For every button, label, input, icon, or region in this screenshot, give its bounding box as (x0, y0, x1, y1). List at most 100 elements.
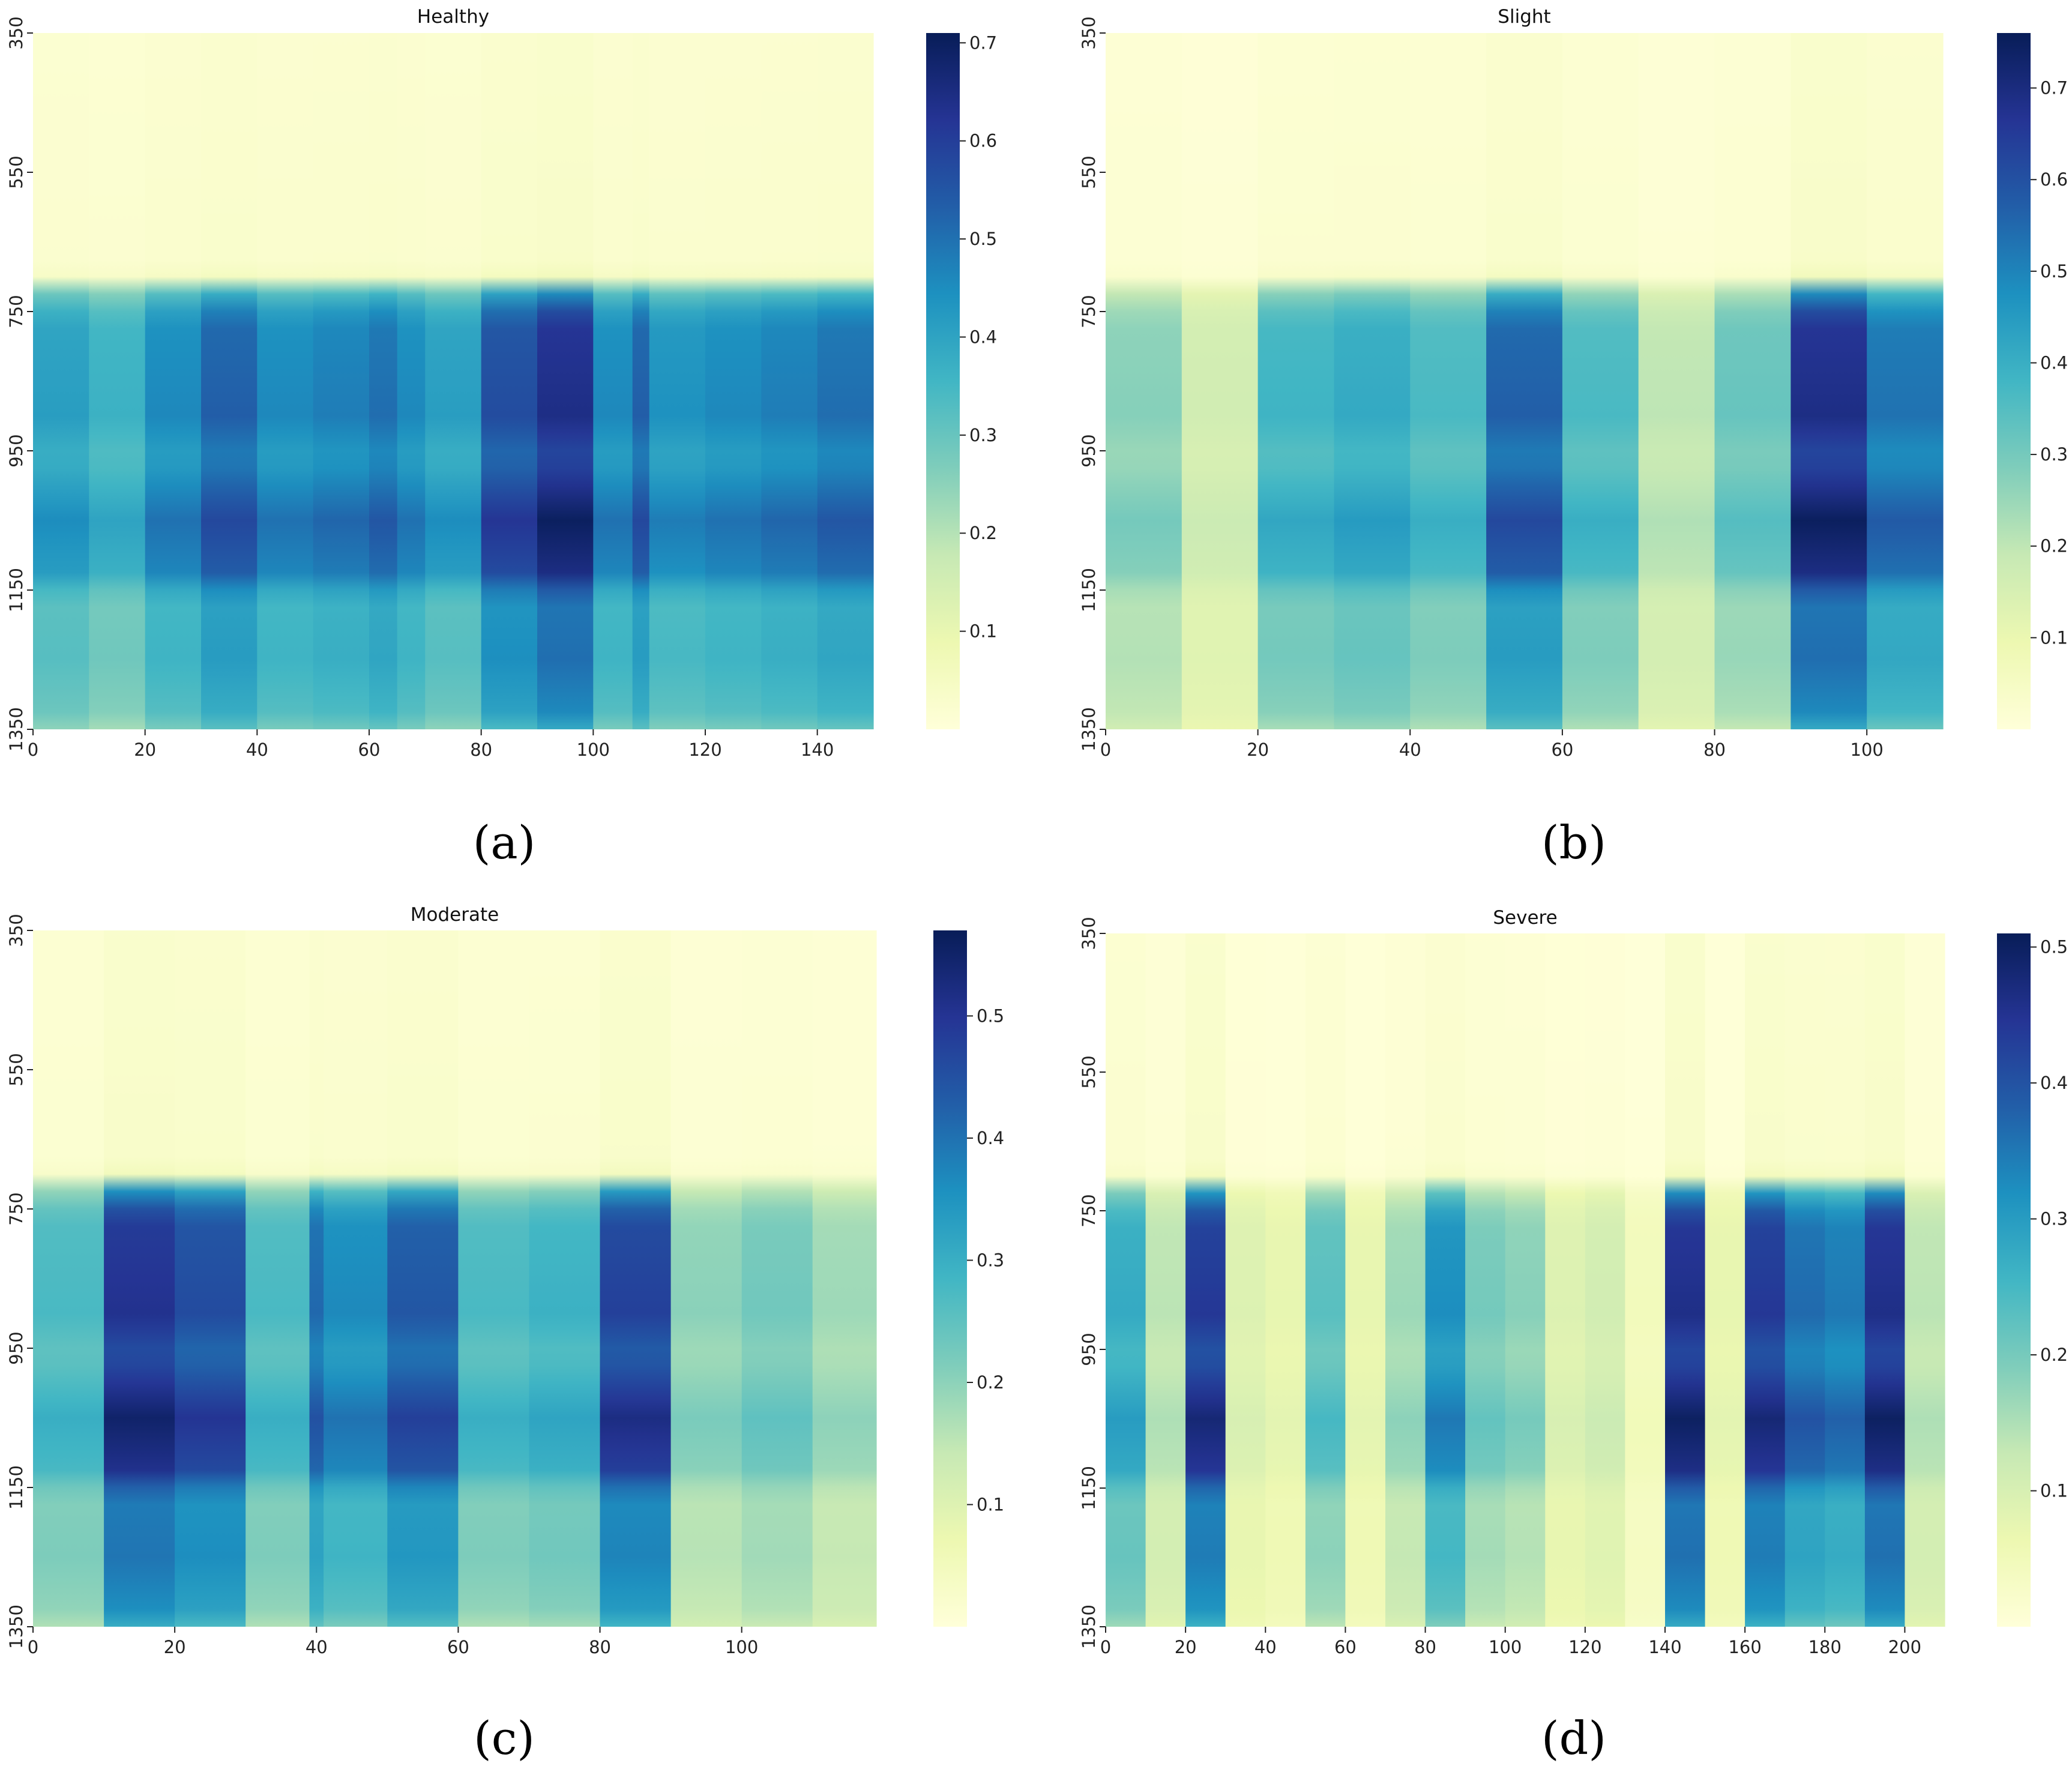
colorbar-tick-label: 0.2 (2040, 1345, 2068, 1365)
x-tick-label: 40 (1399, 740, 1421, 760)
heatmap-column (33, 930, 104, 1627)
x-tick-label: 180 (1808, 1637, 1842, 1657)
heatmap-panel-healthy: Healthy 0 20 40 60 80 100 120 140 350 550 750 950 115… (6, 6, 997, 869)
y-tick-label: 950 (6, 434, 26, 467)
x-tick-label: 80 (1414, 1637, 1436, 1657)
chart-title: Healthy (417, 6, 489, 28)
x-tick-label: 140 (801, 740, 834, 760)
y-axis: 350 550 750 950 1150 1350 (6, 16, 33, 752)
y-tick-label: 350 (6, 914, 26, 947)
colorbar-tick-label: 0.5 (2040, 261, 2068, 282)
heatmap-column (1265, 933, 1306, 1627)
heatmap-column (1665, 933, 1706, 1627)
heatmap-column (145, 33, 202, 729)
heatmap-column (104, 930, 175, 1627)
y-axis: 350 550 750 950 1150 1350 (1079, 16, 1106, 752)
heatmap-column (1410, 33, 1487, 729)
panel-caption: (a) (473, 816, 536, 869)
heatmap-column (369, 33, 398, 729)
heatmap-column (309, 930, 324, 1627)
y-tick-label: 1350 (6, 1605, 26, 1649)
y-tick-label: 750 (6, 295, 26, 328)
heatmap-column (201, 33, 257, 729)
heatmap-column (1585, 933, 1626, 1627)
x-tick-label: 60 (1334, 1637, 1357, 1657)
colorbar-tick-label: 0.3 (2040, 1209, 2068, 1229)
heatmap-panel-severe: Severe 0 20 40 60 80 100 120 140 160 180 200 350 550 7… (1079, 907, 2068, 1765)
heatmap-column (1345, 933, 1386, 1627)
y-tick-label: 1350 (6, 707, 26, 752)
heatmap-column (632, 33, 650, 729)
heatmap-column (1562, 33, 1639, 729)
heatmap-panel-moderate: Moderate 0 20 40 60 80 100 350 550 750 950 1150 1350… (6, 904, 1004, 1765)
heatmap-column (1106, 933, 1146, 1627)
colorbar-tick-label: 0.5 (969, 229, 997, 249)
colorbar-tick-label: 0.3 (2040, 444, 2068, 465)
colorbar-tick-label: 0.7 (2040, 78, 2068, 98)
x-tick-label: 60 (358, 740, 381, 760)
y-tick-label: 550 (6, 1053, 26, 1086)
chart-title: Moderate (411, 904, 499, 926)
heatmap-column (1505, 933, 1546, 1627)
heatmap-column (1625, 933, 1666, 1627)
x-tick-label: 40 (246, 740, 268, 760)
colorbar-tick-label: 0.6 (2040, 169, 2068, 190)
x-tick-label: 0 (28, 740, 38, 760)
colorbar-tick-label: 0.4 (2040, 1073, 2068, 1093)
y-tick-label: 750 (1079, 295, 1099, 328)
heatmap-column (1334, 33, 1411, 729)
colorbar-tick-label: 0.1 (2040, 627, 2068, 648)
heatmap-column (1425, 933, 1466, 1627)
chart-title: Severe (1493, 907, 1557, 929)
heatmap-column (1225, 933, 1266, 1627)
heatmap-column (817, 33, 874, 729)
x-tick-label: 120 (1568, 1637, 1601, 1657)
y-axis: 350 550 750 950 1150 1350 (6, 914, 33, 1649)
y-tick-label: 550 (1079, 1055, 1099, 1088)
panel-caption: (c) (474, 1711, 535, 1765)
y-tick-label: 1150 (6, 568, 26, 612)
colorbar-tick-label: 0.7 (969, 32, 997, 53)
x-tick-label: 80 (470, 740, 492, 760)
x-tick-label: 80 (1703, 740, 1726, 760)
x-tick-label: 120 (688, 740, 721, 760)
colorbar: 0.1 0.2 0.3 0.4 0.5 (1997, 933, 2068, 1627)
heatmap-column (1106, 33, 1182, 729)
heatmap-column (812, 930, 877, 1627)
colorbar: 0.1 0.2 0.3 0.4 0.5 0.6 0.7 (1997, 33, 2068, 729)
x-tick-label: 0 (1100, 740, 1111, 760)
y-tick-label: 950 (1079, 1333, 1099, 1366)
y-tick-label: 550 (1079, 155, 1099, 188)
y-tick-label: 750 (1079, 1194, 1099, 1227)
x-axis: 0 20 40 60 80 100 120 140 (28, 729, 834, 760)
y-tick-label: 1350 (1079, 707, 1099, 752)
y-tick-label: 1150 (1079, 1466, 1099, 1510)
x-tick-label: 100 (1489, 1637, 1522, 1657)
heatmap-column (1638, 33, 1715, 729)
x-tick-label: 0 (28, 1637, 38, 1657)
chart-title: Slight (1498, 6, 1550, 28)
y-tick-label: 550 (6, 155, 26, 188)
x-tick-label: 160 (1728, 1637, 1761, 1657)
heatmap-column (324, 930, 388, 1627)
x-tick-label: 20 (164, 1637, 186, 1657)
heatmap-column (1486, 33, 1563, 729)
x-tick-label: 20 (134, 740, 156, 760)
colorbar-tick-label: 0.4 (969, 327, 997, 347)
x-tick-label: 60 (1551, 740, 1573, 760)
heatmap-column (537, 33, 594, 729)
x-tick-label: 20 (1175, 1637, 1197, 1657)
heatmap-column (1864, 933, 1906, 1627)
colorbar-tick-label: 0.2 (969, 523, 997, 543)
colorbar: 0.1 0.2 0.3 0.4 0.5 (933, 930, 1004, 1627)
y-tick-label: 950 (1079, 434, 1099, 467)
colorbar-tick-label: 0.5 (2040, 937, 2068, 957)
x-axis: 0 20 40 60 80 100 120 140 160 180 200 (1100, 1627, 1921, 1657)
panel-caption: (d) (1541, 1711, 1606, 1765)
heatmap-column (1385, 933, 1426, 1627)
x-tick-label: 40 (1254, 1637, 1277, 1657)
x-tick-label: 200 (1888, 1637, 1921, 1657)
x-tick-label: 100 (577, 740, 610, 760)
heatmap-column (1185, 933, 1226, 1627)
